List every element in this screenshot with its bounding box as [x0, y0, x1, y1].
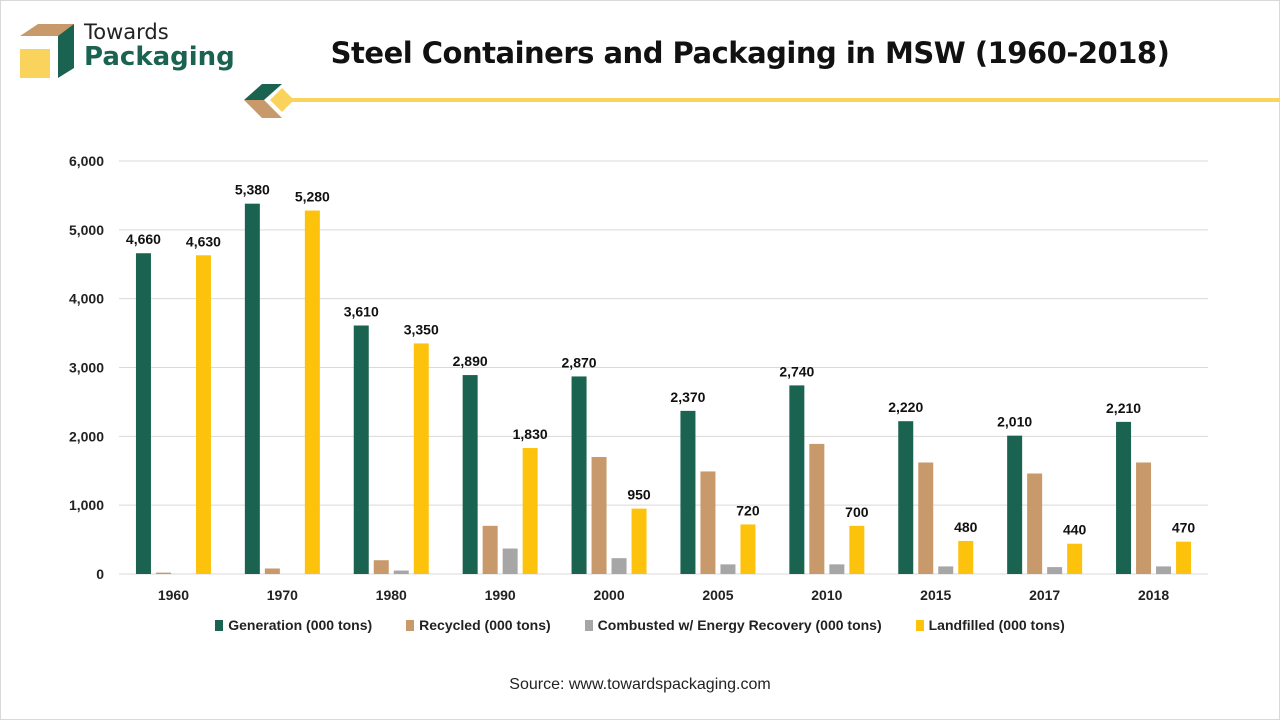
- bar-chart: 0 1,000 2,000 3,000 4,000 5,000 6,000 4,660 4,63…: [69, 153, 1208, 603]
- bar-generation: [680, 410, 696, 574]
- x-tick-label: 2005: [702, 587, 733, 603]
- brand-name-line2: Packaging: [84, 42, 235, 72]
- bar-generation: [898, 421, 914, 574]
- x-tick-label: 2000: [593, 587, 624, 603]
- bar-recycled: [809, 443, 825, 574]
- data-label: 2,370: [670, 389, 705, 405]
- bar-landfilled: [304, 210, 320, 574]
- bar-recycled: [155, 572, 171, 574]
- bar-landfilled: [1067, 543, 1083, 574]
- bar-combusted: [611, 558, 627, 574]
- bar-generation: [135, 253, 151, 574]
- bar-combusted: [829, 564, 845, 574]
- bar-landfilled: [1176, 541, 1192, 574]
- bar-recycled: [1136, 462, 1152, 574]
- decorative-divider-icon: [244, 84, 1280, 118]
- bar-recycled: [264, 568, 280, 574]
- x-tick-label: 2015: [920, 587, 951, 603]
- brand-name-line1: Towards: [84, 20, 169, 44]
- y-tick-label: 1,000: [69, 497, 104, 513]
- data-label: 2,870: [562, 354, 597, 370]
- data-label: 480: [954, 519, 978, 535]
- bar-generation: [353, 325, 369, 574]
- data-label: 2,210: [1106, 400, 1141, 416]
- bar-landfilled: [849, 525, 865, 574]
- legend-item: Landfilled (000 tons): [915, 617, 1065, 633]
- legend-label: Combusted w/ Energy Recovery (000 tons): [597, 617, 882, 633]
- bar-landfilled: [522, 448, 538, 574]
- y-tick-label: 5,000: [69, 222, 104, 238]
- chart-legend: Generation (000 tons) Recycled (000 tons)…: [0, 617, 1280, 633]
- bar-recycled: [591, 456, 607, 574]
- bar-recycled: [1027, 473, 1043, 574]
- data-label: 1,830: [513, 426, 548, 442]
- bar-combusted: [1156, 566, 1172, 574]
- data-label: 3,350: [404, 321, 439, 337]
- bar-generation: [571, 376, 587, 574]
- legend-swatch-icon: [406, 619, 415, 631]
- data-label: 5,280: [295, 189, 330, 205]
- x-tick-label: 2010: [811, 587, 842, 603]
- legend-swatch-icon: [584, 619, 593, 631]
- x-tick-label: 1980: [376, 587, 407, 603]
- legend-item: Recycled (000 tons): [406, 617, 551, 633]
- x-tick-label: 2018: [1138, 587, 1169, 603]
- bar-recycled: [373, 560, 389, 574]
- bar-recycled: [700, 471, 716, 574]
- bar-recycled: [918, 462, 934, 574]
- bar-recycled: [482, 525, 498, 574]
- bar-landfilled: [413, 343, 429, 574]
- bar-generation: [462, 375, 478, 574]
- x-tick-label: 1990: [485, 587, 516, 603]
- source-note: Source: www.towardspackaging.com: [509, 676, 771, 693]
- legend-item: Combusted w/ Energy Recovery (000 tons): [584, 617, 882, 633]
- legend-label: Landfilled (000 tons): [928, 617, 1065, 633]
- legend-item: Generation (000 tons): [215, 617, 372, 633]
- data-label: 5,380: [235, 182, 270, 198]
- bar-landfilled: [631, 508, 647, 574]
- data-label: 4,660: [126, 231, 161, 247]
- data-label: 470: [1172, 520, 1196, 536]
- data-label: 2,890: [453, 353, 488, 369]
- data-label: 3,610: [344, 304, 379, 320]
- data-label: 2,740: [779, 363, 814, 379]
- bar-generation: [1007, 435, 1023, 574]
- data-label: 4,630: [186, 233, 221, 249]
- bar-generation: [1116, 421, 1132, 574]
- bar-combusted: [1047, 567, 1063, 574]
- legend-swatch-icon: [915, 619, 924, 631]
- data-label: 440: [1063, 522, 1087, 538]
- x-tick-label: 1960: [158, 587, 189, 603]
- legend-label: Recycled (000 tons): [419, 617, 551, 633]
- y-tick-label: 0: [96, 566, 104, 582]
- chart-title: Steel Containers and Packaging in MSW (1…: [330, 36, 1170, 70]
- bar-combusted: [393, 570, 409, 574]
- bar-combusted: [502, 548, 518, 574]
- bar-combusted: [720, 564, 736, 574]
- data-label: 950: [627, 487, 651, 503]
- y-tick-label: 2,000: [69, 428, 104, 444]
- bar-combusted: [938, 566, 954, 574]
- data-label: 2,010: [997, 414, 1032, 430]
- bar-landfilled: [740, 524, 756, 574]
- x-tick-label: 2017: [1029, 587, 1060, 603]
- legend-swatch-icon: [215, 619, 224, 631]
- bar-generation: [244, 203, 260, 574]
- data-label: 720: [736, 502, 760, 518]
- bar-landfilled: [195, 255, 211, 574]
- y-tick-label: 4,000: [69, 291, 104, 307]
- y-tick-label: 3,000: [69, 360, 104, 376]
- data-label: 700: [845, 504, 869, 520]
- towards-packaging-logo-icon: [20, 24, 74, 78]
- legend-label: Generation (000 tons): [228, 617, 373, 633]
- x-tick-label: 1970: [267, 587, 298, 603]
- bar-generation: [789, 385, 805, 574]
- data-label: 2,220: [888, 399, 923, 415]
- y-tick-label: 6,000: [69, 153, 104, 169]
- bar-landfilled: [958, 540, 974, 574]
